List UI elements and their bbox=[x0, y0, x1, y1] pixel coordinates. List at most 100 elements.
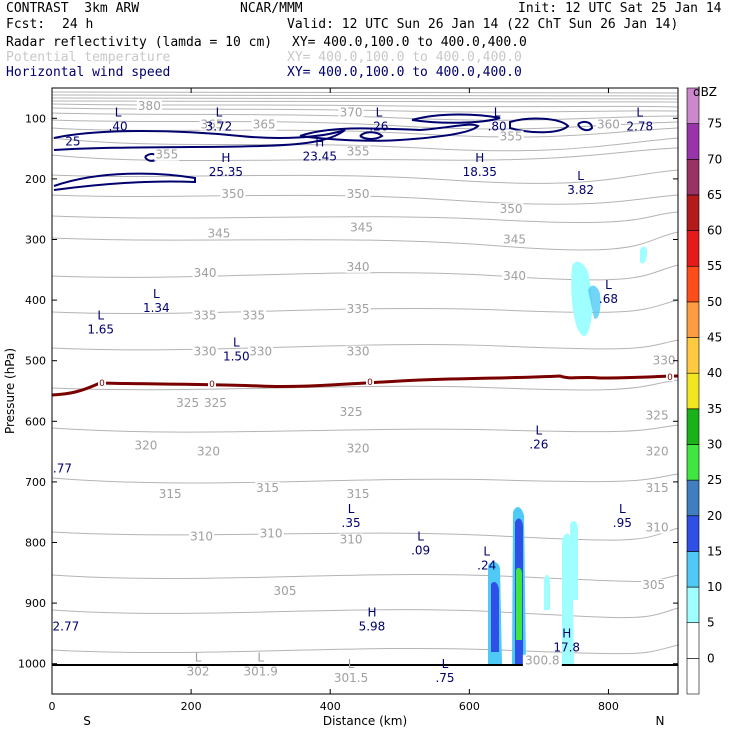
theta-label-bg bbox=[258, 527, 284, 540]
theta-label: 380 bbox=[138, 99, 161, 113]
wind-extremum-type: L bbox=[636, 105, 643, 119]
theta-label-bg bbox=[220, 188, 246, 201]
wind-extremum-value: .77 bbox=[53, 462, 72, 476]
theta-label-bg bbox=[251, 118, 277, 131]
theta-label: 300.8 bbox=[525, 654, 559, 668]
wind-extremum-value: 3.72 bbox=[206, 119, 233, 133]
freezing-label-bg bbox=[98, 377, 106, 387]
freezing-label-bg bbox=[666, 371, 674, 381]
wind-extremum-value: 301.5 bbox=[334, 671, 368, 685]
freezing-level-labels: 0 0 0 0 bbox=[98, 371, 674, 390]
theta-label-bg bbox=[644, 445, 670, 458]
init-time: Init: 12 UTC Sat 25 Jan 14 bbox=[518, 1, 722, 16]
wind-extremum-value: 2.77 bbox=[53, 619, 80, 633]
y-tick-label: 300 bbox=[25, 234, 46, 247]
wind-extremum-value: 1.34 bbox=[143, 301, 170, 315]
colorbar-swatch bbox=[686, 230, 700, 267]
wind-extremum-value: .24 bbox=[477, 559, 496, 573]
field-name-theta: Potential temperature bbox=[6, 50, 171, 65]
theta-label-bg bbox=[651, 354, 677, 367]
colorbar-level-label: 0 bbox=[707, 651, 715, 665]
theta-label: 305 bbox=[642, 578, 665, 592]
fcst-value: 24 h bbox=[62, 17, 94, 32]
colorbar-swatch bbox=[686, 586, 700, 624]
colorbar-unit: dBZ bbox=[693, 85, 717, 99]
theta-label: 345 bbox=[503, 233, 526, 247]
field-xy-theta: XY= 400.0,100.0 to 400.0,400.0 bbox=[287, 50, 522, 65]
theta-label: 315 bbox=[159, 487, 182, 501]
wind-extremum-type: L bbox=[483, 545, 490, 559]
wind-extremum-type: H bbox=[562, 626, 571, 640]
x-tick-label: 400 bbox=[320, 700, 341, 713]
axis-ticks: 0 200 400 600 800 100 200 300 400 500 600 700 800 900… bbox=[18, 88, 678, 713]
theta-label: 325 bbox=[176, 396, 199, 410]
theta-label: 370 bbox=[340, 105, 363, 119]
y-tick-label: 400 bbox=[25, 294, 46, 307]
colorbar-level-label: 50 bbox=[707, 295, 722, 309]
theta-label: 335 bbox=[194, 308, 217, 322]
x-tick-label: 0 bbox=[49, 700, 56, 713]
wind-extremum-type: L bbox=[619, 502, 626, 516]
theta-label-bg bbox=[338, 406, 364, 419]
theta-label-bg bbox=[255, 481, 281, 494]
theta-label-bg bbox=[248, 345, 274, 358]
theta-label-bg bbox=[345, 260, 371, 273]
theta-label: 335 bbox=[347, 302, 370, 316]
theta-contours bbox=[52, 91, 678, 655]
theta-label: 360 bbox=[597, 117, 620, 131]
wind-extremum-type: L bbox=[348, 502, 355, 516]
freezing-label: 0 bbox=[367, 378, 373, 388]
institution: NCAR/MMM bbox=[240, 1, 303, 16]
wind-extremum-value: 302 bbox=[187, 665, 210, 679]
theta-label-bg bbox=[644, 481, 670, 494]
theta-label: 365 bbox=[201, 117, 224, 131]
colorbar: 0 5 10 15 20 25 30 35 40 45 50 55 60 65 70 75 bbox=[686, 87, 722, 695]
theta-label: 350 bbox=[221, 187, 244, 201]
freezing-label: 0 bbox=[667, 373, 673, 383]
wind-extremum-value: 17.8 bbox=[553, 640, 580, 654]
x-axis-title: Distance (km) bbox=[323, 714, 407, 728]
theta-label: 330 bbox=[653, 354, 676, 368]
north-label: N bbox=[656, 714, 665, 728]
colorbar-swatch bbox=[686, 194, 700, 231]
wind-extremum-value: 3.82 bbox=[567, 183, 594, 197]
theta-label-bg bbox=[641, 578, 667, 591]
colorbar-level-label: 5 bbox=[707, 616, 715, 630]
x-tick-label: 800 bbox=[598, 700, 619, 713]
theta-label: 320 bbox=[197, 445, 220, 459]
theta-label-bg bbox=[189, 530, 215, 543]
theta-label: 325 bbox=[340, 405, 363, 419]
field-xy-reflectivity: XY= 400.0,100.0 to 400.0,400.0 bbox=[292, 35, 527, 50]
wind-extremum-value: .09 bbox=[411, 544, 430, 558]
theta-label-bg bbox=[136, 100, 162, 113]
colorbar-level-label: 10 bbox=[707, 580, 722, 594]
field-name-wind: Horizontal wind speed bbox=[6, 65, 171, 80]
colorbar-level-label: 60 bbox=[707, 224, 722, 238]
theta-label: 325 bbox=[204, 396, 227, 410]
model-title: CONTRAST 3km ARW bbox=[6, 1, 140, 16]
wind-extremum-value: 25 bbox=[65, 134, 80, 148]
wind-extremum-type: H bbox=[221, 151, 230, 165]
theta-label-bg bbox=[345, 303, 371, 316]
colorbar-level-label: 70 bbox=[707, 152, 722, 166]
wind-extremum-value: 301.9 bbox=[243, 665, 277, 679]
theta-label: 340 bbox=[194, 266, 217, 280]
wind-extremum-type: L bbox=[348, 657, 355, 671]
y-tick-label: 100 bbox=[25, 112, 46, 125]
wind-extremum-value: .95 bbox=[613, 516, 632, 530]
x-tick-label: 600 bbox=[459, 700, 480, 713]
theta-label-bg bbox=[154, 148, 180, 161]
theta-label-bg bbox=[192, 345, 218, 358]
colorbar-swatch bbox=[686, 444, 700, 481]
theta-label: 335 bbox=[242, 308, 265, 322]
theta-label: 310 bbox=[190, 529, 213, 543]
y-axis-title: Pressure (hPa) bbox=[3, 348, 17, 434]
theta-label-bg bbox=[502, 269, 528, 282]
wind-extremum-type: L bbox=[97, 308, 104, 322]
theta-label-bg bbox=[345, 145, 371, 158]
wind-extremum-value: 1.50 bbox=[223, 350, 250, 364]
theta-label-bg bbox=[157, 488, 183, 501]
colorbar-swatch bbox=[686, 515, 700, 552]
reflectivity-shading bbox=[488, 246, 647, 664]
